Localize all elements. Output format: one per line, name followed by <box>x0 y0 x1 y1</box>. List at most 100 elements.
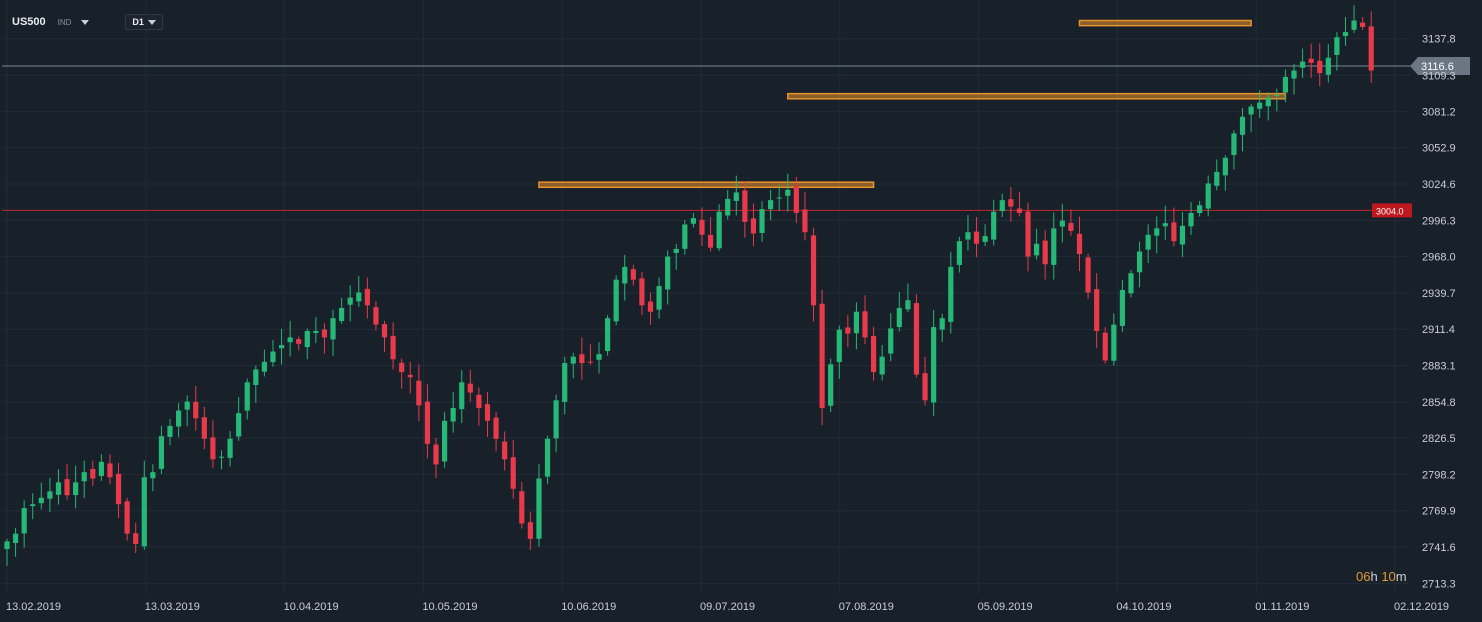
candle-body <box>356 292 362 302</box>
candle <box>673 243 679 270</box>
candle-body <box>759 209 765 233</box>
candle-body <box>467 383 473 393</box>
candle <box>381 320 388 352</box>
candle-body <box>441 420 448 462</box>
candle-body <box>647 301 654 312</box>
candle-body <box>570 356 576 364</box>
candle-body <box>1025 211 1031 257</box>
candle <box>956 236 962 273</box>
candle-body <box>1119 289 1125 326</box>
candle <box>133 522 139 554</box>
candle <box>236 397 242 441</box>
candle <box>1188 202 1194 235</box>
candle <box>862 295 868 345</box>
candle-body <box>690 218 696 224</box>
candle <box>502 431 508 471</box>
candle <box>1282 69 1289 103</box>
candle-body <box>725 198 731 216</box>
candle <box>1231 130 1237 170</box>
candle-body <box>1360 22 1366 27</box>
candle <box>4 538 10 566</box>
y-tick-label: 3024.6 <box>1422 179 1456 191</box>
candle-body <box>124 501 130 534</box>
candle <box>553 394 559 453</box>
candle-body <box>1051 228 1057 265</box>
candle <box>38 482 44 510</box>
candle <box>1119 279 1125 333</box>
candle <box>1102 327 1108 364</box>
candle <box>107 454 113 485</box>
candle <box>1239 107 1246 152</box>
candle <box>30 493 36 520</box>
candle-body <box>433 444 439 465</box>
symbol-toolbar: US500 IND D1 <box>12 14 163 30</box>
candle <box>210 420 216 468</box>
candle-body <box>1214 171 1220 186</box>
candle <box>896 291 902 332</box>
candle-countdown: 06h 10m <box>1356 569 1407 584</box>
candle <box>1342 16 1349 46</box>
candle-body <box>502 441 508 460</box>
candle <box>1051 212 1057 280</box>
candle <box>1171 207 1177 247</box>
y-tick-label: 2826.5 <box>1422 433 1456 445</box>
candle-body <box>381 324 388 338</box>
candle <box>639 272 645 315</box>
candle-body <box>47 491 53 499</box>
countdown-minutes: 10 <box>1381 569 1396 584</box>
candle-body <box>1274 94 1280 96</box>
candle-body <box>1188 212 1194 227</box>
candle-body <box>476 394 482 408</box>
candle-body <box>1111 324 1117 361</box>
candle <box>647 292 654 325</box>
candle <box>1016 192 1023 217</box>
candle-body <box>1102 332 1108 361</box>
candle-body <box>12 533 19 544</box>
candle-body <box>828 364 834 406</box>
candle <box>313 317 319 344</box>
symbol-label[interactable]: US500 <box>12 16 46 28</box>
candle-body <box>1034 243 1040 256</box>
candle <box>1308 43 1314 78</box>
candle-body <box>1068 223 1074 231</box>
candle <box>1257 90 1263 118</box>
candle <box>330 309 336 356</box>
candle <box>261 349 267 377</box>
candle <box>1334 32 1340 71</box>
candle-body <box>184 401 190 410</box>
candle <box>939 313 945 342</box>
candle <box>733 175 739 216</box>
candle-body <box>1008 199 1014 207</box>
candle-body <box>244 382 250 411</box>
candle-body <box>1222 157 1228 176</box>
candle-body <box>1231 133 1237 155</box>
candle <box>287 320 293 357</box>
candle-body <box>493 417 499 439</box>
candle <box>973 216 980 258</box>
x-tick-label: 10.05.2019 <box>422 601 477 613</box>
candle-body <box>965 232 971 240</box>
candle-body <box>321 329 328 338</box>
candle <box>1179 212 1186 258</box>
candle-body <box>107 463 113 478</box>
candle-body <box>862 311 868 338</box>
support-line-badge <box>1372 203 1412 218</box>
candles <box>4 5 1374 566</box>
timeframe-selector[interactable]: D1 <box>125 14 163 30</box>
candle-body <box>1197 205 1203 214</box>
candle-body <box>1085 257 1091 293</box>
candle-body <box>716 211 722 249</box>
candle-body <box>699 219 705 235</box>
candle <box>510 440 516 499</box>
candle <box>296 336 302 351</box>
candle-body <box>261 361 267 372</box>
symbol-dropdown-chevron-down-icon[interactable] <box>81 19 90 25</box>
candle-body <box>1136 251 1143 273</box>
candle-body <box>55 482 62 495</box>
candle-body <box>544 438 551 477</box>
candle <box>158 425 165 474</box>
candle-body <box>1205 183 1211 209</box>
candle-body <box>364 288 370 306</box>
candle <box>167 419 173 446</box>
